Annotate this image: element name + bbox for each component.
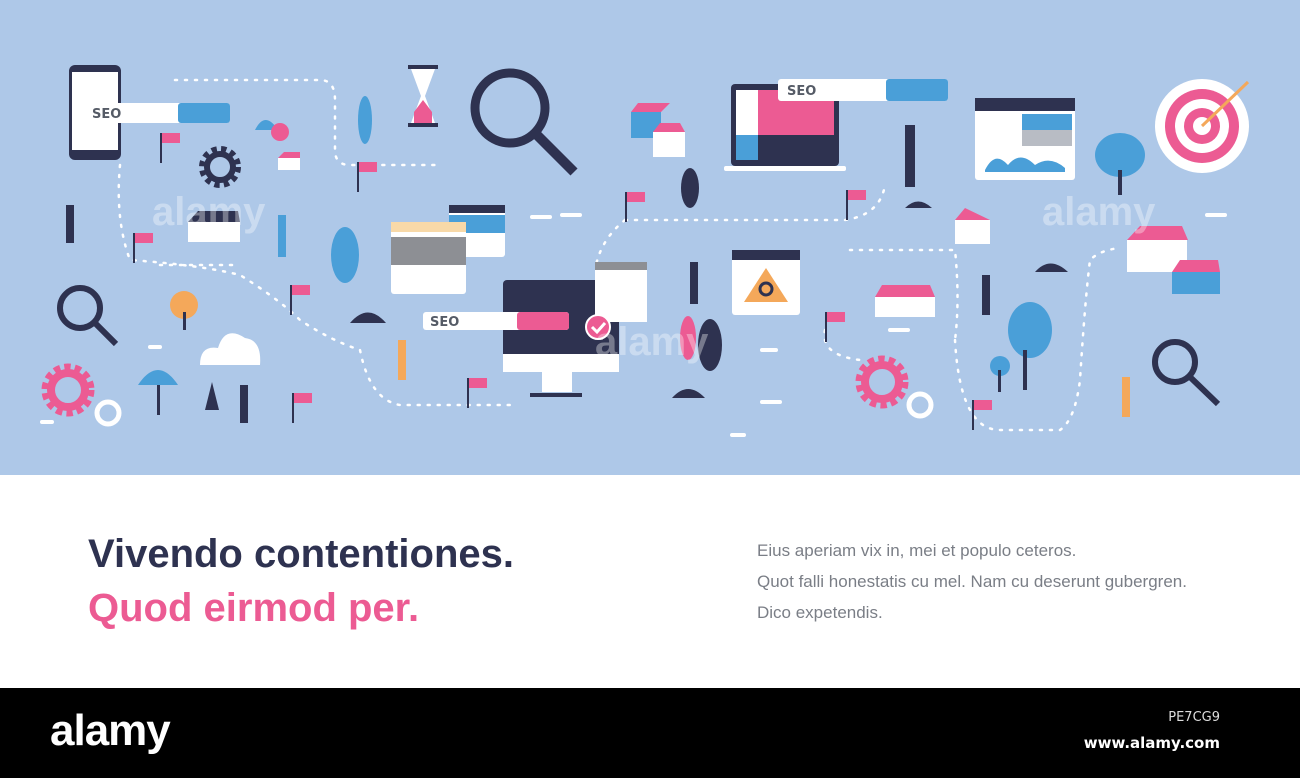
house-icon [875,208,1220,317]
browser-window-icon [391,205,505,294]
target-icon [1155,79,1250,173]
site-url[interactable]: www.alamy.com [1083,734,1220,752]
alamy-logo: alamy [50,706,171,755]
body-line: Quot falli honestatis cu mel. Nam cu des… [757,572,1187,591]
headline: Vivendo contentiones. Quod eirmod per. [88,527,514,635]
body-line: Eius aperiam vix in, mei et populo ceter… [757,541,1077,560]
headline-line-2: Quod eirmod per. [88,586,420,630]
magnifier-icon [1152,339,1221,407]
seo-label: SEO [430,315,459,330]
monitor-icon: SEO [423,262,647,397]
house-icon [631,103,685,157]
laptop-icon: SEO [724,79,948,171]
seo-illustration: SEO [0,0,1300,475]
body-text: Eius aperiam vix in, mei et populo ceter… [757,535,1187,628]
seo-label: SEO [787,84,816,99]
warning-window-icon [732,250,800,315]
body-line: Dico expetendis. [757,603,883,622]
magnifier-icon [57,285,119,347]
smartphone-icon: SEO [69,65,230,160]
browser-window-icon [975,98,1075,180]
people-figures [66,125,1130,423]
tree-icons [138,96,1145,415]
seo-label: SEO [92,107,121,122]
gear-icon [855,355,934,419]
magnifier-icon [470,68,578,176]
cloud-icon [200,333,261,365]
gear-icon [41,363,122,427]
watermark-text: alamy [152,190,266,234]
dotted-paths [117,78,1122,432]
text-panel: Vivendo contentiones. Quod eirmod per. E… [0,475,1300,688]
illustration-canvas: SEO [40,65,1250,437]
house-icon [188,152,300,242]
flag-icons [133,133,992,430]
gear-icon [199,146,241,188]
watermark-text: alamy [1042,190,1156,234]
headline-line-1: Vivendo contentiones. [88,532,514,576]
image-id: PE7CG9 [1168,710,1220,725]
hourglass-icon [408,65,438,127]
watermark: alamy alamy alamy [152,190,1156,364]
footer-bar: alamy PE7CG9 www.alamy.com [0,688,1300,778]
watermark-text: alamy [595,320,709,364]
